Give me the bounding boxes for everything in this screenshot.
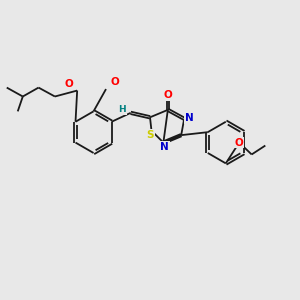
Text: H: H xyxy=(118,105,126,114)
Text: O: O xyxy=(164,90,172,100)
Text: O: O xyxy=(235,138,244,148)
Text: N: N xyxy=(185,113,194,123)
Text: O: O xyxy=(111,77,119,87)
Text: N: N xyxy=(160,142,169,152)
Text: O: O xyxy=(65,79,74,89)
Text: S: S xyxy=(146,130,154,140)
